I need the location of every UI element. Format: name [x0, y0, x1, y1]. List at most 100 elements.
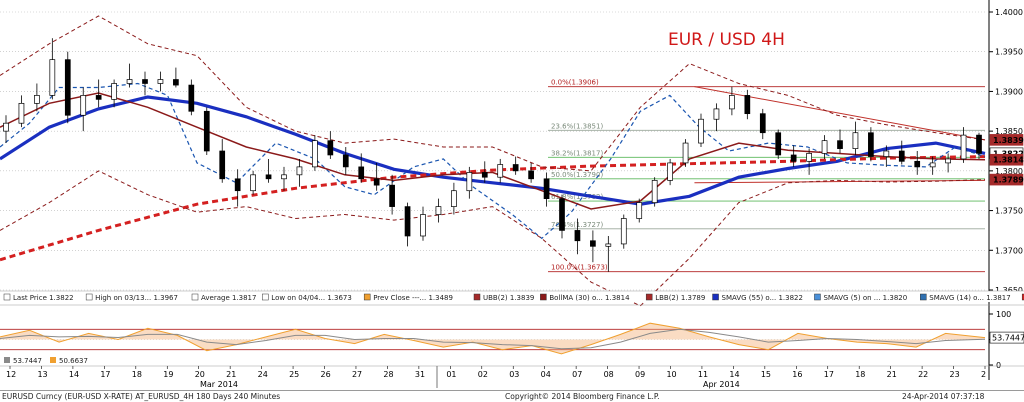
x-tick-label: 14: [69, 370, 79, 379]
osc-legend-swatch: [50, 357, 56, 363]
series-line-bollma-30-: [0, 92, 986, 210]
x-tick-label: 18: [855, 370, 865, 379]
series-line-smavg-5-: [0, 82, 986, 240]
x-tick-label: 16: [792, 370, 802, 379]
candle-body: [203, 110, 210, 152]
x-tick-label: 03: [509, 370, 519, 379]
x-tick-label: 10: [666, 370, 676, 379]
osc-y-tick-label: 0: [996, 361, 1001, 370]
legend-swatch: [3, 293, 11, 301]
candle-body: [435, 206, 442, 215]
candle-body: [64, 59, 71, 116]
x-tick-label: 17: [824, 370, 834, 379]
x-tick-label: 28: [383, 370, 393, 379]
candle-body: [528, 170, 534, 180]
x-tick-label: 15: [761, 370, 771, 379]
candle-body: [49, 59, 56, 96]
series-line-smavg-200-: [0, 155, 986, 262]
candle-body: [574, 230, 581, 242]
candle-body: [451, 190, 457, 207]
candle-body: [868, 132, 874, 157]
candle-body: [111, 83, 117, 100]
candle-body: [281, 174, 287, 180]
candle-body: [404, 206, 411, 237]
candle-body: [296, 166, 303, 176]
chart-title: EUR / USD 4H: [668, 30, 785, 50]
candle-body: [18, 102, 25, 124]
legend-entry: Low on 04/04... 1.3673: [271, 294, 352, 302]
candle-body: [898, 150, 905, 162]
price-tag-label: 1.3814: [993, 156, 1024, 165]
series-line-ubb-2-: [0, 15, 986, 172]
candle-body: [775, 132, 782, 156]
x-tick-label: 17: [100, 370, 110, 379]
legend-entry: BollMA (30) o... 1.3814: [549, 294, 630, 302]
candle-body: [497, 164, 504, 178]
x-tick-label: 23: [950, 370, 960, 379]
candle-body: [790, 154, 797, 162]
x-tick-label: 19: [163, 370, 173, 379]
x-tick-label: 04: [541, 370, 551, 379]
legend-bar: [0, 291, 1024, 302]
candle-body: [852, 132, 859, 149]
month-label: Mar 2014: [200, 380, 238, 389]
candle-body: [667, 162, 673, 181]
x-tick-label: 01: [446, 370, 456, 379]
candle-body: [806, 153, 812, 162]
osc-legend-label: 53.7447: [13, 357, 42, 365]
candle-body: [744, 95, 751, 115]
candle-body: [682, 142, 689, 164]
x-tick-label: 20: [195, 370, 205, 379]
candle-body: [157, 79, 164, 84]
x-tick-label: 07: [572, 370, 582, 379]
x-tick-label: 25: [289, 370, 299, 379]
fib-level-label: 50.0%(1.3790): [551, 171, 603, 179]
candle-body: [929, 162, 936, 168]
osc-value-label: 53.7447: [992, 334, 1024, 343]
candle-body: [821, 140, 828, 154]
candle-body: [265, 174, 272, 180]
fib-level-label: 23.6%(1.3851): [551, 122, 603, 130]
legend-swatch: [1021, 293, 1024, 301]
x-tick-label: 21: [226, 370, 236, 379]
osc-legend-label: 50.6637: [59, 357, 88, 365]
legend-entry: High on 03/13... 1.3967: [95, 294, 178, 302]
candle-body: [559, 198, 565, 231]
candle-body: [914, 160, 921, 168]
legend-entry: SMAVG (55) o... 1.3822: [722, 294, 803, 302]
price-tag-label: 1.3789: [993, 176, 1024, 185]
price-tag: [989, 134, 1024, 146]
month-label: Apr 2014: [703, 380, 740, 389]
candle-body: [713, 108, 720, 120]
y-tick-label: 1.3750: [995, 207, 1023, 216]
fib-level-label: 0.0%(1.3906): [551, 79, 599, 87]
x-tick-label: 14: [729, 370, 739, 379]
x-tick-label: 27: [352, 370, 362, 379]
candle-body: [512, 164, 519, 172]
fib-level-label: 61.8%(1.3762): [551, 193, 603, 201]
candle-body: [358, 166, 365, 180]
legend-swatch: [540, 293, 547, 301]
x-tick-label: 18: [132, 370, 142, 379]
candle-body: [173, 79, 179, 86]
y-tick-label: 1.3800: [995, 167, 1023, 176]
legend-entry: LBB(2) 1.3789: [655, 294, 705, 302]
candle-body: [327, 140, 334, 156]
legend-swatch: [191, 293, 199, 301]
footer-center: Copyright© 2014 Bloomberg Finance L.P.: [505, 392, 660, 401]
candle-body: [481, 172, 488, 178]
footer-bar: EURUSD Curncy (EUR-USD X-RATE) AT_EURUSD…: [0, 390, 1024, 402]
candle-body: [620, 218, 627, 245]
x-tick-label: 31: [415, 370, 425, 379]
legend-entry: Last Price 1.3822: [13, 294, 74, 302]
candle-body: [34, 95, 40, 104]
osc-series-line: [0, 328, 986, 350]
osc-y-tick-label: 100: [996, 310, 1011, 319]
legend-swatch: [363, 293, 371, 301]
candle-body: [420, 214, 426, 237]
candle-body: [312, 140, 318, 168]
y-tick-label: 1.3700: [995, 246, 1023, 255]
candle-body: [466, 172, 473, 192]
candle-body: [729, 95, 735, 110]
